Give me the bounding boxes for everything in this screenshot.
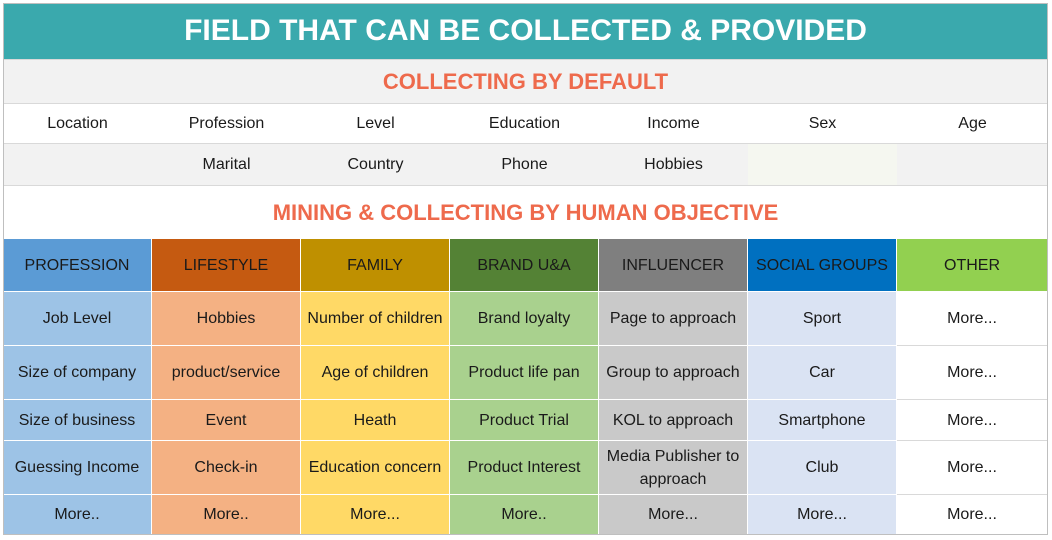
- category-item: Event: [152, 400, 301, 441]
- category-item: More...: [897, 400, 1048, 441]
- category-item: More...: [897, 441, 1048, 495]
- category-item: KOL to approach: [599, 400, 748, 441]
- default-fields-row-1: Location Profession Level Education Inco…: [3, 104, 1048, 144]
- table-row: Size of business Event Heath Product Trial K…: [3, 400, 1048, 441]
- category-item: Smartphone: [748, 400, 897, 441]
- category-item: More..: [152, 495, 301, 535]
- default-field: Level: [356, 115, 395, 132]
- category-header: OTHER: [897, 239, 1048, 292]
- category-item: Number of children: [301, 292, 450, 346]
- category-item: Brand loyalty: [450, 292, 599, 346]
- category-item: More...: [748, 495, 897, 535]
- category-item: Size of company: [3, 346, 152, 400]
- sheet-title: FIELD THAT CAN BE COLLECTED & PROVIDED: [3, 3, 1048, 59]
- category-item: Job Level: [3, 292, 152, 346]
- default-field: Marital: [202, 156, 251, 173]
- default-field: Sex: [808, 115, 837, 132]
- category-item: Size of business: [3, 400, 152, 441]
- category-item: Club: [748, 441, 897, 495]
- default-field: Location: [47, 115, 108, 132]
- category-header: INFLUENCER: [599, 239, 748, 292]
- data-fields-sheet: FIELD THAT CAN BE COLLECTED & PROVIDED C…: [3, 3, 1048, 535]
- category-item: Heath: [301, 400, 450, 441]
- default-field: [897, 144, 1048, 185]
- default-field: [3, 144, 152, 185]
- category-item: Education concern: [301, 441, 450, 495]
- category-item: Product Trial: [450, 400, 599, 441]
- category-header-row: PROFESSION LIFESTYLE FAMILY BRAND U&A INFLUE…: [3, 239, 1048, 292]
- category-header: LIFESTYLE: [152, 239, 301, 292]
- default-field: Phone: [501, 156, 548, 173]
- category-item: Media Publisher to approach: [599, 441, 748, 495]
- default-field: Profession: [188, 115, 265, 132]
- default-fields-row-2: Marital Country Phone Hobbies: [3, 144, 1048, 185]
- category-item: Group to approach: [599, 346, 748, 400]
- default-field: Education: [488, 115, 561, 132]
- default-field: Income: [647, 115, 700, 132]
- default-section-heading: COLLECTING BY DEFAULT: [3, 59, 1048, 104]
- category-item: More..: [3, 495, 152, 535]
- mining-section-heading: MINING & COLLECTING BY HUMAN OBJECTIVE: [3, 185, 1048, 239]
- category-item: Product Interest: [450, 441, 599, 495]
- default-field: Country: [347, 156, 404, 173]
- category-header: SOCIAL GROUPS: [748, 239, 897, 292]
- category-item: product/service: [152, 346, 301, 400]
- category-item: More...: [599, 495, 748, 535]
- table-row: Job Level Hobbies Number of children Brand …: [3, 292, 1048, 346]
- table-row: Size of company product/service Age of chi…: [3, 346, 1048, 400]
- category-item: Car: [748, 346, 897, 400]
- category-header: FAMILY: [301, 239, 450, 292]
- category-header: PROFESSION: [3, 239, 152, 292]
- category-item: Product life pan: [450, 346, 599, 400]
- category-item: Hobbies: [152, 292, 301, 346]
- category-item: Sport: [748, 292, 897, 346]
- default-field: Age: [958, 115, 987, 132]
- table-row: Guessing Income Check-in Education concern…: [3, 441, 1048, 495]
- category-item: Age of children: [301, 346, 450, 400]
- category-item: More..: [450, 495, 599, 535]
- category-item: More...: [897, 346, 1048, 400]
- category-item: More...: [897, 292, 1048, 346]
- category-item: Check-in: [152, 441, 301, 495]
- default-field-blank: [748, 144, 897, 185]
- category-item: Page to approach: [599, 292, 748, 346]
- category-item: Guessing Income: [3, 441, 152, 495]
- category-header: BRAND U&A: [450, 239, 599, 292]
- category-item: More...: [301, 495, 450, 535]
- category-item: More...: [897, 495, 1048, 535]
- default-field: Hobbies: [644, 156, 703, 173]
- table-row: More.. More.. More... More.. More... More... M…: [3, 495, 1048, 535]
